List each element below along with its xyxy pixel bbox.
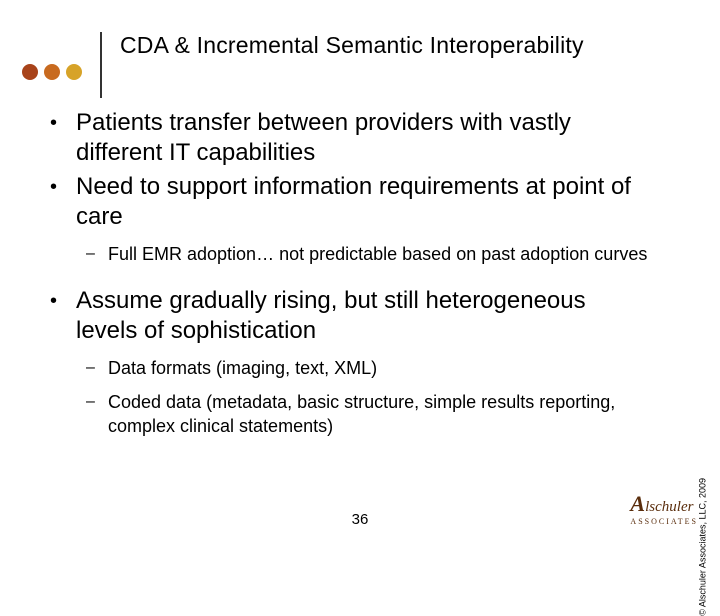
sub-bullet-item: – Data formats (imaging, text, XML)	[86, 356, 650, 380]
bullet-marker: •	[50, 108, 76, 138]
slide-body: • Patients transfer between providers wi…	[50, 108, 650, 448]
copyright-text: © Alschuler Associates, LLC, 2009	[698, 478, 708, 616]
page-number: 36	[0, 511, 720, 528]
decorative-dots	[22, 64, 82, 80]
dot-2	[44, 64, 60, 80]
bullet-text: Full EMR adoption… not predictable based…	[108, 242, 647, 266]
bullet-marker: –	[86, 242, 108, 266]
sub-bullet-item: – Coded data (metadata, basic structure,…	[86, 390, 650, 438]
dot-1	[22, 64, 38, 80]
slide-header: CDA & Incremental Semantic Interoperabil…	[0, 18, 720, 78]
bullet-item: • Need to support information requiremen…	[50, 172, 650, 232]
bullet-item: • Assume gradually rising, but still het…	[50, 286, 650, 346]
bullet-text: Data formats (imaging, text, XML)	[108, 356, 377, 380]
bullet-text: Patients transfer between providers with…	[76, 108, 650, 168]
slide-title: CDA & Incremental Semantic Interoperabil…	[120, 32, 584, 59]
bullet-item: • Patients transfer between providers wi…	[50, 108, 650, 168]
bullet-text: Coded data (metadata, basic structure, s…	[108, 390, 650, 438]
dot-3	[66, 64, 82, 80]
bullet-marker: •	[50, 172, 76, 202]
bullet-marker: •	[50, 286, 76, 316]
bullet-text: Need to support information requirements…	[76, 172, 650, 232]
bullet-text: Assume gradually rising, but still heter…	[76, 286, 650, 346]
bullet-marker: –	[86, 390, 108, 414]
header-divider	[100, 32, 102, 98]
bullet-marker: –	[86, 356, 108, 380]
sub-bullet-item: – Full EMR adoption… not predictable bas…	[86, 242, 650, 266]
